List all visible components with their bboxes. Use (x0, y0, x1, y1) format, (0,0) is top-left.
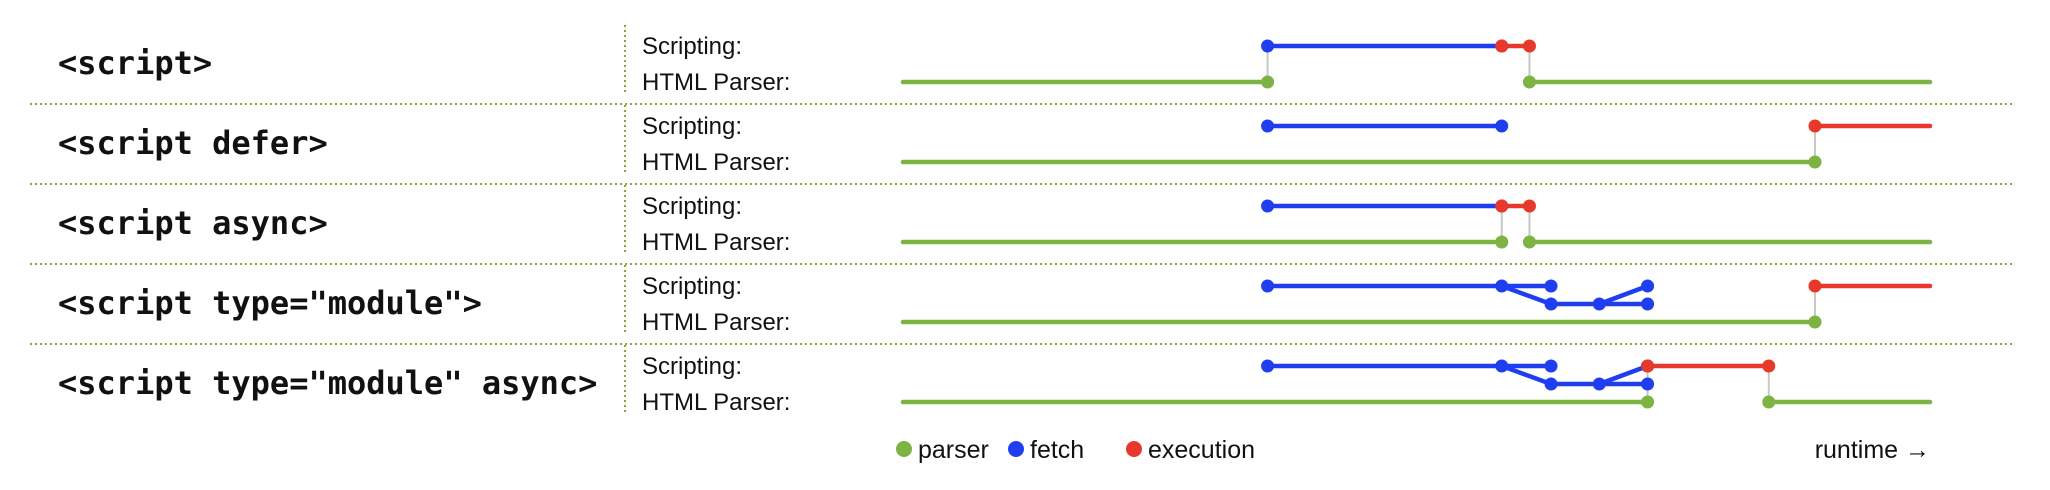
dependency-fetch-segment (1597, 283, 1650, 307)
fetch-dot (1641, 297, 1655, 311)
execution-dot (1808, 119, 1822, 133)
html-parser-lane-label: HTML Parser: (642, 229, 790, 256)
execution-dot (1495, 199, 1509, 213)
legend-parser-label: parser (918, 436, 989, 464)
scripting-lane-label: Scripting: (642, 273, 742, 300)
html-parser-lane-label: HTML Parser: (642, 309, 790, 336)
legend-fetch-label: fetch (1030, 436, 1084, 464)
fetch-dot (1592, 297, 1606, 311)
parser-dot (1522, 75, 1536, 89)
fetch-dot (1495, 119, 1509, 133)
script-tag-label: <script> (58, 44, 212, 82)
scripting-lane-label: Scripting: (642, 353, 742, 380)
parser-dot (1808, 155, 1822, 169)
runtime-arrow-label: runtime → (1815, 436, 1930, 464)
fetch-dot (1544, 279, 1558, 293)
fetch-dot (1261, 199, 1275, 213)
fetch-dot (1544, 377, 1558, 391)
scripting-lane-label: Scripting: (642, 193, 742, 220)
parser-dot (1522, 235, 1536, 249)
fetch-dot (1495, 359, 1509, 373)
html-parser-lane-label: HTML Parser: (642, 69, 790, 96)
timeline-row: <script type="module"> Scripting: HTML Par… (30, 265, 2015, 345)
dependency-fetch-segment (1499, 363, 1554, 387)
execution-dot (1522, 199, 1536, 213)
parser-dot (1261, 75, 1275, 89)
execution-dot (1641, 359, 1655, 373)
fetch-dot (1261, 39, 1275, 53)
scripting-lane-label: Scripting: (642, 33, 742, 60)
parser-dot (1808, 315, 1822, 329)
html-parser-lane-label: HTML Parser: (642, 149, 790, 176)
fetch-dot (1544, 297, 1558, 311)
legend-fetch-dot (1008, 441, 1024, 457)
timeline-row: <script> Scripting: HTML Parser: (30, 25, 2015, 105)
script-tag-label: <script defer> (58, 124, 328, 162)
fetch-dot (1641, 279, 1655, 293)
legend-execution-dot (1126, 441, 1142, 457)
script-tag-label: <script type="module"> (58, 284, 482, 322)
fetch-dot (1495, 279, 1509, 293)
timeline-row: <script type="module" async> Scripting: HT… (58, 345, 1933, 416)
timeline-rows: <script> Scripting:HTML Parser:<script de… (30, 25, 2015, 416)
legend-execution-label: execution (1148, 436, 1255, 464)
scripting-lane-label: Scripting: (642, 113, 742, 140)
fetch-dot (1261, 359, 1275, 373)
fetch-dot (1261, 119, 1275, 133)
timeline-row: <script defer> Scripting: HTML Parser: (30, 105, 2015, 185)
script-tag-label: <script type="module" async> (58, 364, 597, 402)
dependency-fetch-segment (1597, 363, 1650, 387)
fetch-dot (1641, 377, 1655, 391)
timeline-row: <script async> Scripting: HTML Parser: (30, 185, 2015, 265)
dependency-fetch-segment (1499, 283, 1554, 307)
execution-dot (1522, 39, 1536, 53)
fetch-dot (1544, 359, 1558, 373)
fetch-dot (1592, 377, 1606, 391)
html-parser-lane-label: HTML Parser: (642, 389, 790, 416)
execution-dot (1495, 39, 1509, 53)
legend-parser-dot (896, 441, 912, 457)
execution-dot (1808, 279, 1822, 293)
execution-dot (1762, 359, 1776, 373)
parser-dot (1762, 395, 1776, 409)
fetch-dot (1261, 279, 1275, 293)
legend: parser fetch execution runtime → (896, 436, 1930, 464)
parser-dot (1495, 235, 1509, 249)
parser-dot (1641, 395, 1655, 409)
script-tag-label: <script async> (58, 204, 328, 242)
